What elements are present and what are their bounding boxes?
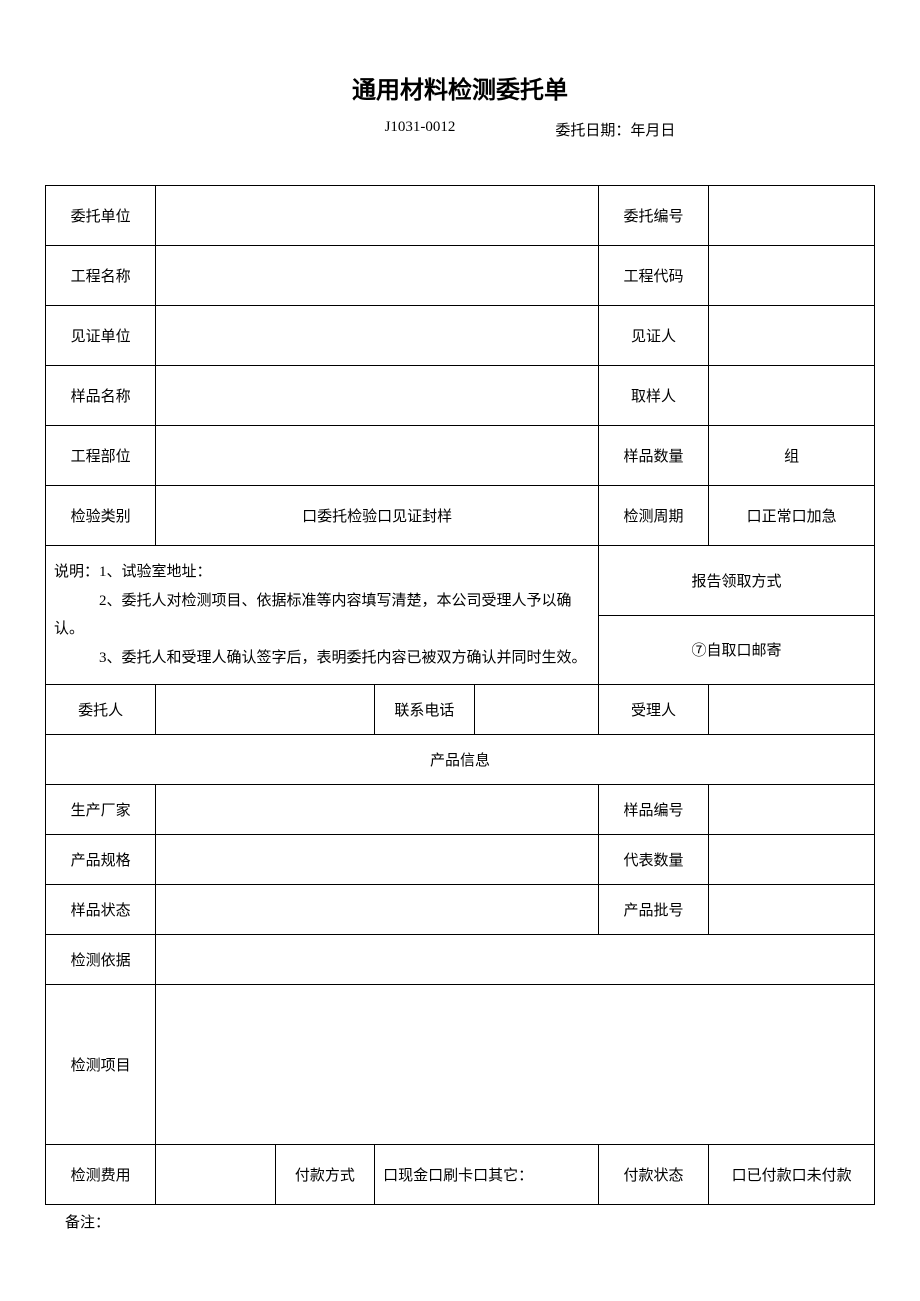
label-acceptor: 受理人: [598, 685, 708, 735]
label-contact-phone: 联系电话: [375, 685, 474, 735]
label-product-batch: 产品批号: [598, 885, 708, 935]
label-test-fee: 检测费用: [46, 1145, 156, 1205]
label-test-items: 检测项目: [46, 985, 156, 1145]
notes-line-1: 说明：1、试验室地址：: [54, 558, 590, 587]
value-sample-name: [156, 366, 599, 426]
label-project-code: 工程代码: [598, 246, 708, 306]
label-project-part: 工程部位: [46, 426, 156, 486]
label-witness-person: 见证人: [598, 306, 708, 366]
label-sample-name: 样品名称: [46, 366, 156, 426]
value-manufacturer: [156, 785, 599, 835]
label-project-name: 工程名称: [46, 246, 156, 306]
label-product-spec: 产品规格: [46, 835, 156, 885]
label-witness-unit: 见证单位: [46, 306, 156, 366]
form-table: 委托单位 委托编号 工程名称 工程代码 见证单位 见证人 样品名称 取样人 工程…: [45, 185, 875, 1205]
value-project-part: [156, 426, 599, 486]
notes-line-3: 3、委托人和受理人确认签字后，表明委托内容已被双方确认并同时生效。: [54, 644, 590, 673]
product-info-header: 产品信息: [46, 735, 875, 785]
value-entrust-no: [709, 186, 875, 246]
label-manufacturer: 生产厂家: [46, 785, 156, 835]
value-witness-person: [709, 306, 875, 366]
label-test-type: 检验类别: [46, 486, 156, 546]
label-sample-no: 样品编号: [598, 785, 708, 835]
notes-line-2: 2、委托人对检测项目、依据标准等内容填写清楚，本公司受理人予以确认。: [54, 587, 590, 644]
value-entrust-person: [156, 685, 375, 735]
entrust-date-label: 委托日期：年月日: [555, 119, 675, 140]
value-project-code: [709, 246, 875, 306]
value-test-type: 口委托检验口见证封样: [156, 486, 599, 546]
label-entrust-unit: 委托单位: [46, 186, 156, 246]
value-sampler: [709, 366, 875, 426]
label-sampler: 取样人: [598, 366, 708, 426]
value-contact-phone: [474, 685, 598, 735]
value-entrust-unit: [156, 186, 599, 246]
label-entrust-no: 委托编号: [598, 186, 708, 246]
value-pay-status: 口已付款口未付款: [709, 1145, 875, 1205]
label-report-method: 报告领取方式: [598, 546, 874, 616]
doc-number: J1031-0012: [385, 119, 456, 140]
notes-cell: 说明：1、试验室地址： 2、委托人对检测项目、依据标准等内容填写清楚，本公司受理…: [46, 546, 599, 685]
label-represent-qty: 代表数量: [598, 835, 708, 885]
label-sample-qty: 样品数量: [598, 426, 708, 486]
value-represent-qty: [709, 835, 875, 885]
value-test-basis: [156, 935, 875, 985]
label-test-basis: 检测依据: [46, 935, 156, 985]
label-sample-state: 样品状态: [46, 885, 156, 935]
value-test-fee: [156, 1145, 275, 1205]
value-report-method: ⑦自取口邮寄: [598, 615, 874, 685]
value-product-spec: [156, 835, 599, 885]
label-pay-method: 付款方式: [275, 1145, 374, 1205]
value-sample-no: [709, 785, 875, 835]
label-entrust-person: 委托人: [46, 685, 156, 735]
value-project-name: [156, 246, 599, 306]
remark-label: 备注：: [45, 1205, 875, 1238]
value-sample-qty: 组: [709, 426, 875, 486]
value-pay-method: 口现金口刷卡口其它：: [375, 1145, 599, 1205]
value-test-items: [156, 985, 875, 1145]
value-witness-unit: [156, 306, 599, 366]
label-test-period: 检测周期: [598, 486, 708, 546]
value-sample-state: [156, 885, 599, 935]
value-product-batch: [709, 885, 875, 935]
value-test-period: 口正常口加急: [709, 486, 875, 546]
form-title: 通用材料检测委托单: [45, 70, 875, 105]
value-acceptor: [709, 685, 875, 735]
label-pay-status: 付款状态: [598, 1145, 708, 1205]
